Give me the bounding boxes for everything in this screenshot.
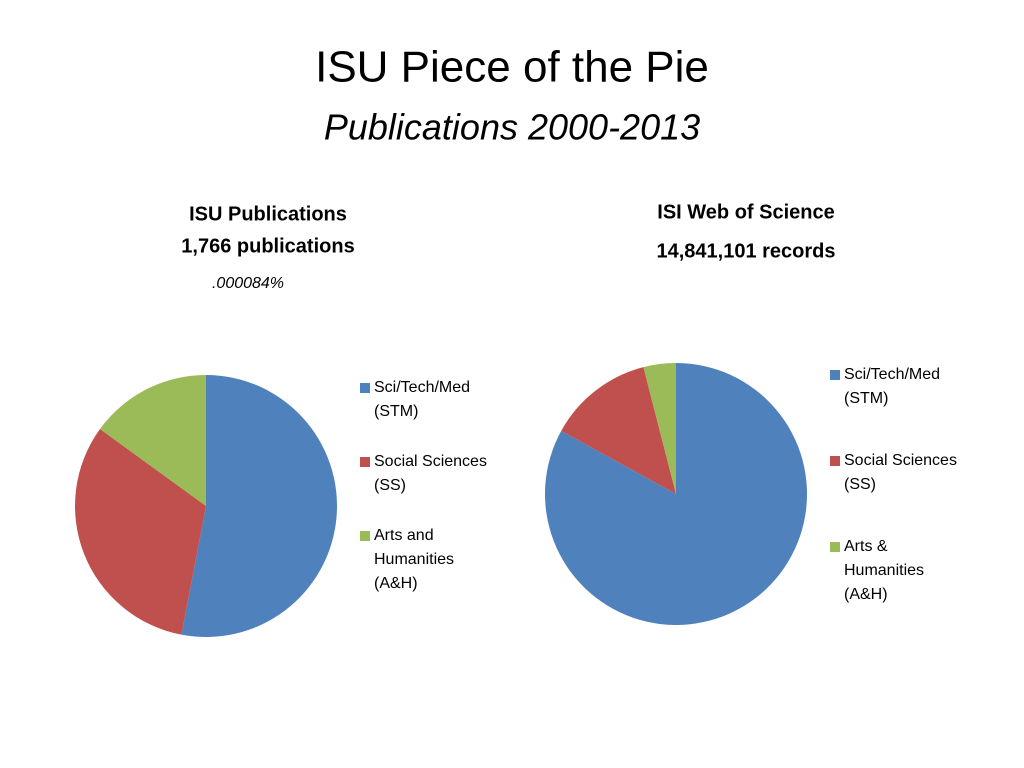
pie-slice [544,363,807,626]
pie-slice [643,363,676,494]
legend-label: Social Sciences (SS) [374,453,487,494]
chart-subtitle: 14,841,101 records [656,240,835,262]
legend-label: Sci/Tech/Med (STM) [844,366,941,407]
legend-swatch [830,542,840,552]
legend-swatch [360,457,370,467]
slide-title: ISU Piece of the Pie [315,43,709,92]
legend-swatch [360,531,370,541]
pie-slice [75,429,206,635]
pie-slice [561,367,676,494]
chart-title: ISU Publications [189,203,347,225]
slide-subtitle: Publications 2000-2013 [324,107,700,148]
chart-note: .000084% [212,275,284,292]
legend-swatch [360,383,370,393]
legend-label: Arts & Humanities (A&H) [844,538,925,603]
pie-slice [181,375,338,637]
chart-subtitle: 1,766 publications [181,235,354,257]
legend-label: Sci/Tech/Med (STM) [374,379,471,420]
legend-swatch [830,456,840,466]
legend-label: Arts and Humanities (A&H) [374,527,455,592]
legend-label: Social Sciences (SS) [844,452,957,493]
pie-slice [100,375,206,506]
legend-swatch [830,370,840,380]
chart-title: ISI Web of Science [657,201,834,223]
